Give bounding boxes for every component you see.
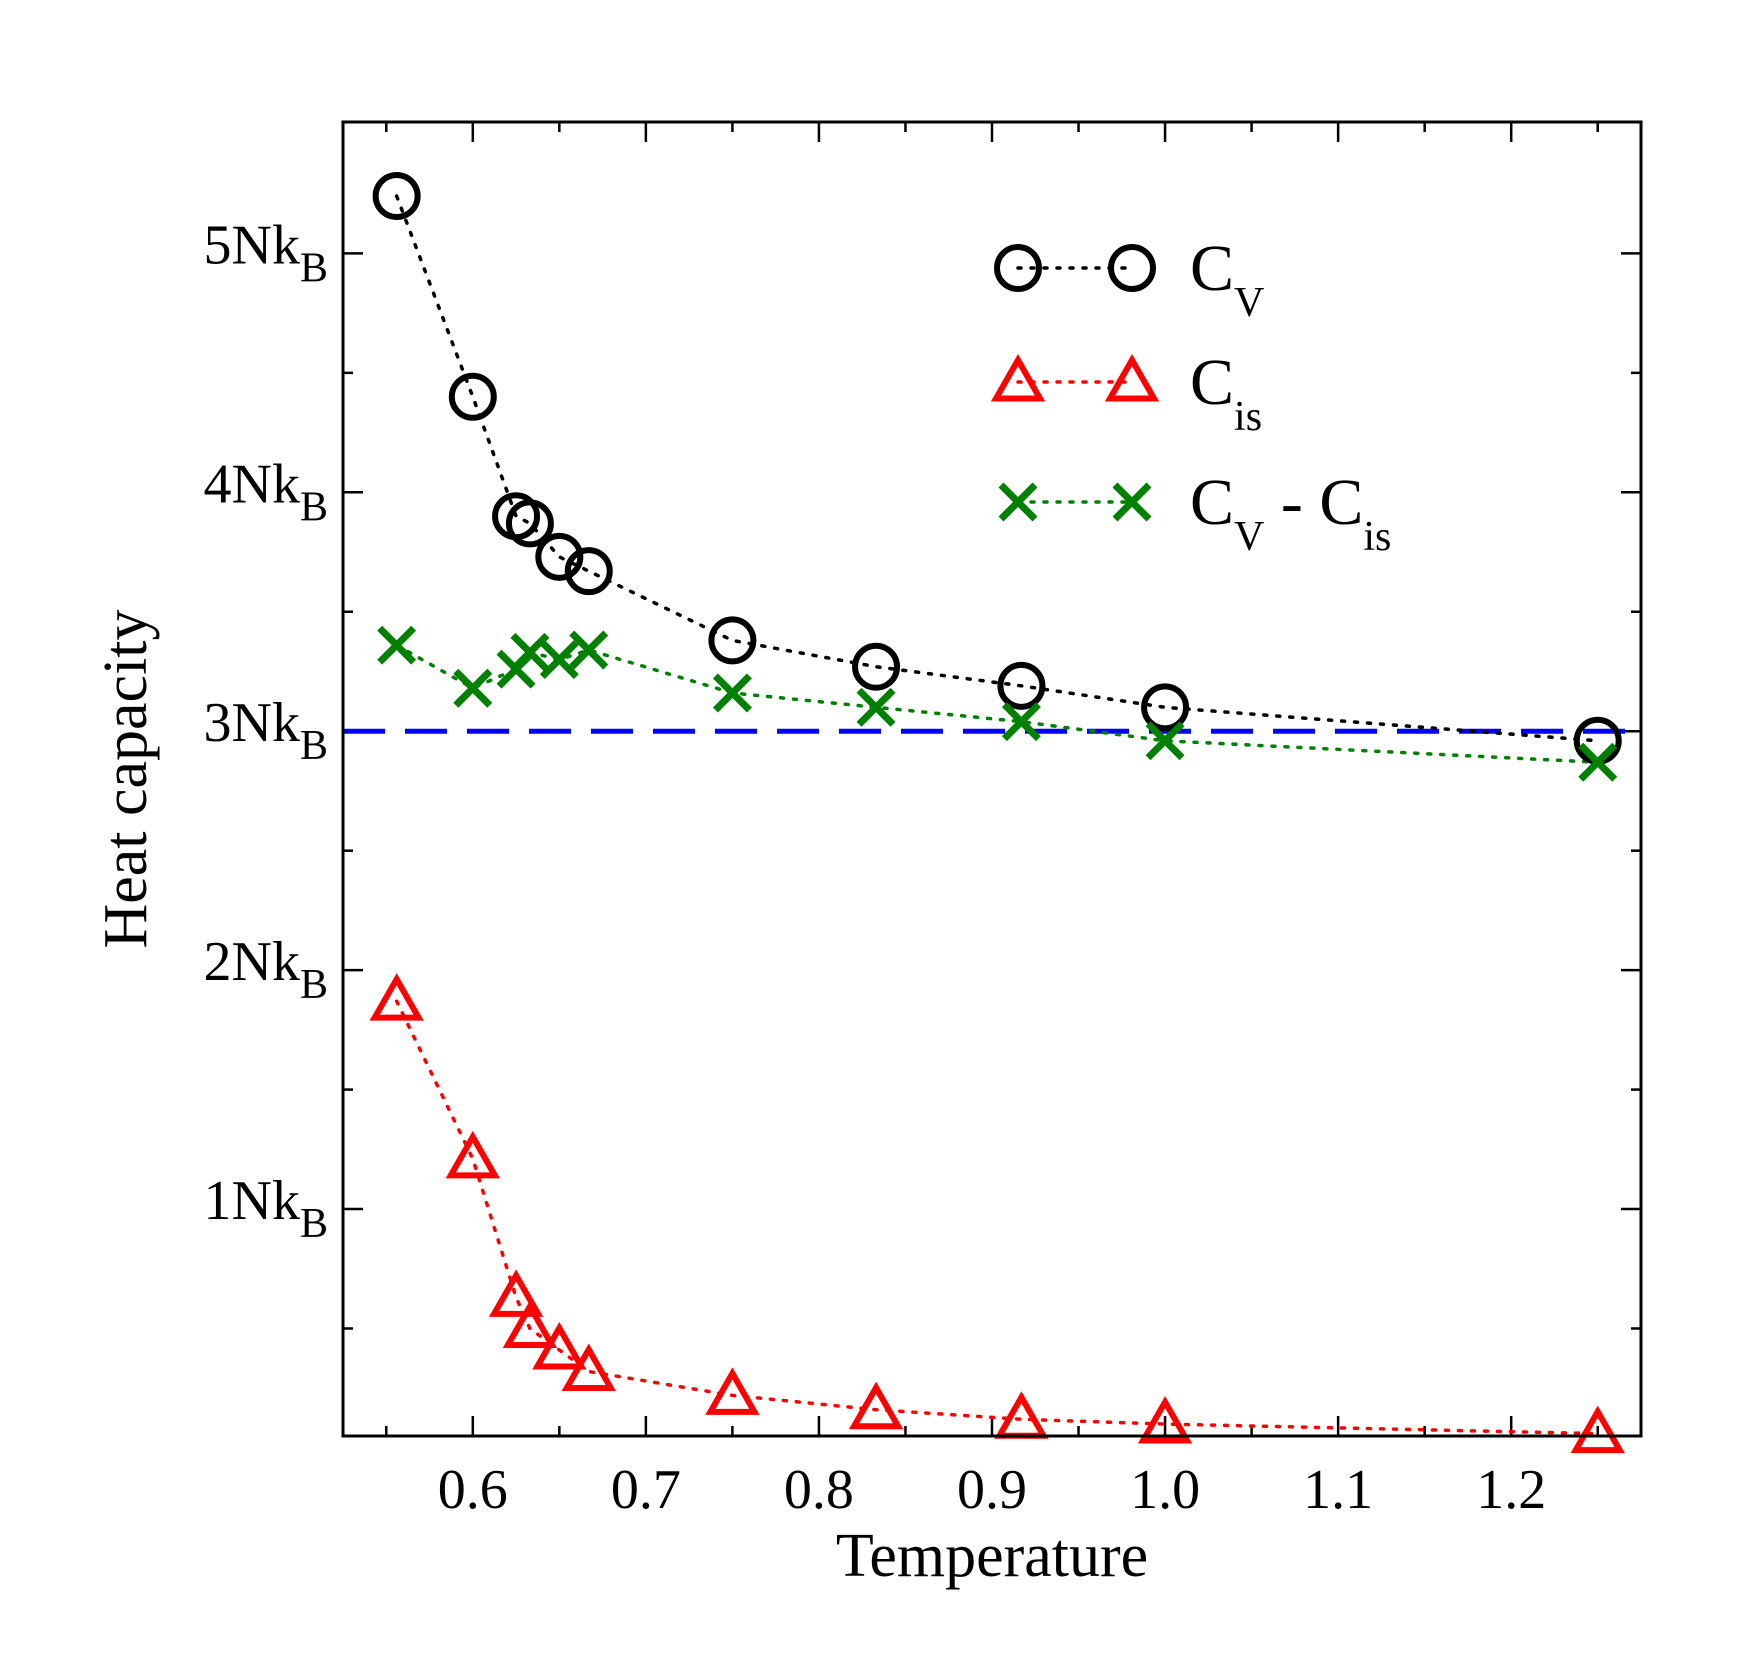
cv-point (372, 172, 421, 221)
y-tick-label: 2NkB (204, 931, 328, 1008)
cv-point (448, 372, 497, 421)
legend-marker (990, 353, 1046, 402)
legend-entry-cv-minus-cis: CV - Cis (998, 466, 1391, 560)
cis-point (705, 1367, 760, 1415)
legend-label: CV (1190, 232, 1264, 326)
legend-marker (1108, 244, 1156, 292)
cv-minus-cis-point (1578, 742, 1618, 782)
legend-entry-cv: CV (994, 232, 1264, 326)
y-tick-label: 5NkB (204, 214, 328, 291)
plot-frame (341, 120, 1643, 1438)
cv-series-line (394, 194, 1600, 743)
cis-series-line (394, 999, 1600, 1436)
cis-point (488, 1269, 544, 1317)
y-axis-title: Heat capacity (92, 609, 160, 948)
legend-marker-stroke (1112, 482, 1152, 522)
cv-minus-cis-point-stroke (539, 640, 579, 680)
y-tick-label: 4NkB (204, 453, 328, 530)
cis-point (1570, 1405, 1625, 1454)
legend-marker (994, 244, 1042, 292)
x-axis-title: Temperature (836, 1522, 1148, 1590)
x-tick-label: 0.7 (611, 1459, 681, 1521)
cv-minus-cis-point (377, 625, 417, 665)
cv-minus-cis-point-stroke (856, 687, 896, 727)
cv-point (505, 499, 554, 548)
cv-minus-cis-point-stroke (510, 632, 550, 672)
cv-minus-cis-point (1145, 721, 1185, 761)
cv-point (708, 616, 757, 665)
cv-minus-cis-point (539, 640, 579, 680)
cis-point (1137, 1396, 1193, 1444)
x-tick-label: 1.0 (1130, 1459, 1200, 1521)
y-tick-labels: 1NkB 2NkB 3NkB 4NkB 5NkB (204, 214, 328, 1247)
cv-minus-cis-point-stroke (1001, 702, 1041, 742)
cv-point (997, 661, 1046, 710)
cv-point (1141, 683, 1190, 732)
legend-label: Cis (1190, 346, 1262, 440)
cv-minus-cis-point (856, 687, 896, 727)
legend-marker (1104, 353, 1160, 402)
cv-minus-cis-point-stroke (1578, 742, 1618, 782)
x-tick-labels: 0.6 0.7 0.8 0.9 1.0 1.1 1.2 (438, 1459, 1546, 1521)
y-tick-label: 1NkB (204, 1170, 328, 1247)
cis-point (502, 1300, 558, 1348)
cv-minus-cis-point-stroke (377, 625, 417, 665)
cis-point (532, 1321, 587, 1370)
legend-entry-cis: Cis (990, 346, 1262, 440)
cis-point (369, 973, 424, 1021)
legend-marker-stroke (998, 482, 1038, 522)
legend: CV Cis CV - Cis (990, 232, 1391, 560)
cv-minus-cis-point (510, 632, 550, 672)
cv-point (535, 532, 584, 581)
legend-label: CV - Cis (1190, 466, 1391, 560)
x-tick-label: 1.2 (1476, 1459, 1546, 1521)
legend-marker (998, 482, 1038, 522)
cv-point (564, 547, 613, 596)
x-tick-label: 0.8 (784, 1459, 854, 1521)
cv-minus-cis-point-stroke (712, 673, 752, 713)
cv-minus-cis-point (1001, 702, 1041, 742)
cis-point (445, 1130, 500, 1179)
x-tick-label: 0.6 (438, 1459, 508, 1521)
cis-point (561, 1343, 616, 1391)
cv-minus-cis-point-stroke (569, 630, 609, 670)
cv-minus-cis-series-line (394, 643, 1600, 765)
cv-minus-cis-point-stroke (1145, 721, 1185, 761)
cv-point (852, 642, 901, 691)
cv-minus-cis-point (712, 673, 752, 713)
y-tick-label: 3NkB (204, 692, 328, 769)
x-tick-label: 0.9 (957, 1459, 1027, 1521)
cv-minus-cis-point (453, 668, 493, 708)
cv-minus-cis-point (569, 630, 609, 670)
x-tick-label: 1.1 (1303, 1459, 1373, 1521)
cis-point (848, 1381, 904, 1430)
series-layer (369, 172, 1625, 1454)
cv-minus-cis-point-stroke (453, 668, 493, 708)
legend-marker (1112, 482, 1152, 522)
